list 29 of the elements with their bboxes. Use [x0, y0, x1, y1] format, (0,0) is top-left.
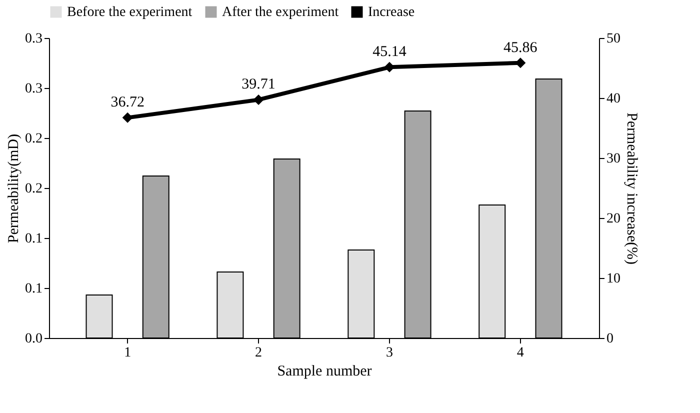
legend-label: Increase: [368, 5, 415, 20]
x-tick-label: 2: [255, 346, 262, 360]
y2-tick-label: 40: [606, 92, 620, 106]
y-tick-label: 0.1: [25, 282, 42, 296]
y-tick-label: 0.2: [25, 132, 42, 146]
data-label: 45.14: [372, 44, 407, 60]
y-tick-label: 0.0: [25, 332, 42, 346]
y2-tick-label: 10: [606, 272, 620, 286]
y2-axis-title: Permeability increase(%): [624, 112, 640, 265]
legend-label: Before the experiment: [67, 5, 192, 20]
y2-tick-label: 20: [606, 212, 620, 226]
x-tick-label: 4: [516, 346, 524, 360]
data-label: 39.71: [242, 76, 276, 93]
y2-tick-label: 0: [606, 332, 614, 346]
x-tick-label: 1: [124, 346, 132, 360]
x-tick-label: 3: [386, 346, 393, 360]
y-tick-label: 0.3: [25, 32, 42, 46]
data-label: 45.86: [504, 40, 538, 56]
point: [122, 112, 133, 123]
point: [253, 94, 264, 105]
y-tick-label: 0.2: [25, 182, 42, 196]
y2-tick-label: 50: [606, 32, 620, 46]
data-label: 36.72: [110, 94, 144, 111]
y-tick-label: 0.1: [25, 232, 42, 246]
y-tick-label: 0.3: [25, 82, 42, 96]
y-axis-title: Permeability(mD): [6, 134, 22, 244]
legend-label: After the experiment: [222, 5, 339, 20]
x-axis-title: Sample number: [277, 364, 372, 380]
y2-tick-label: 30: [606, 152, 620, 166]
